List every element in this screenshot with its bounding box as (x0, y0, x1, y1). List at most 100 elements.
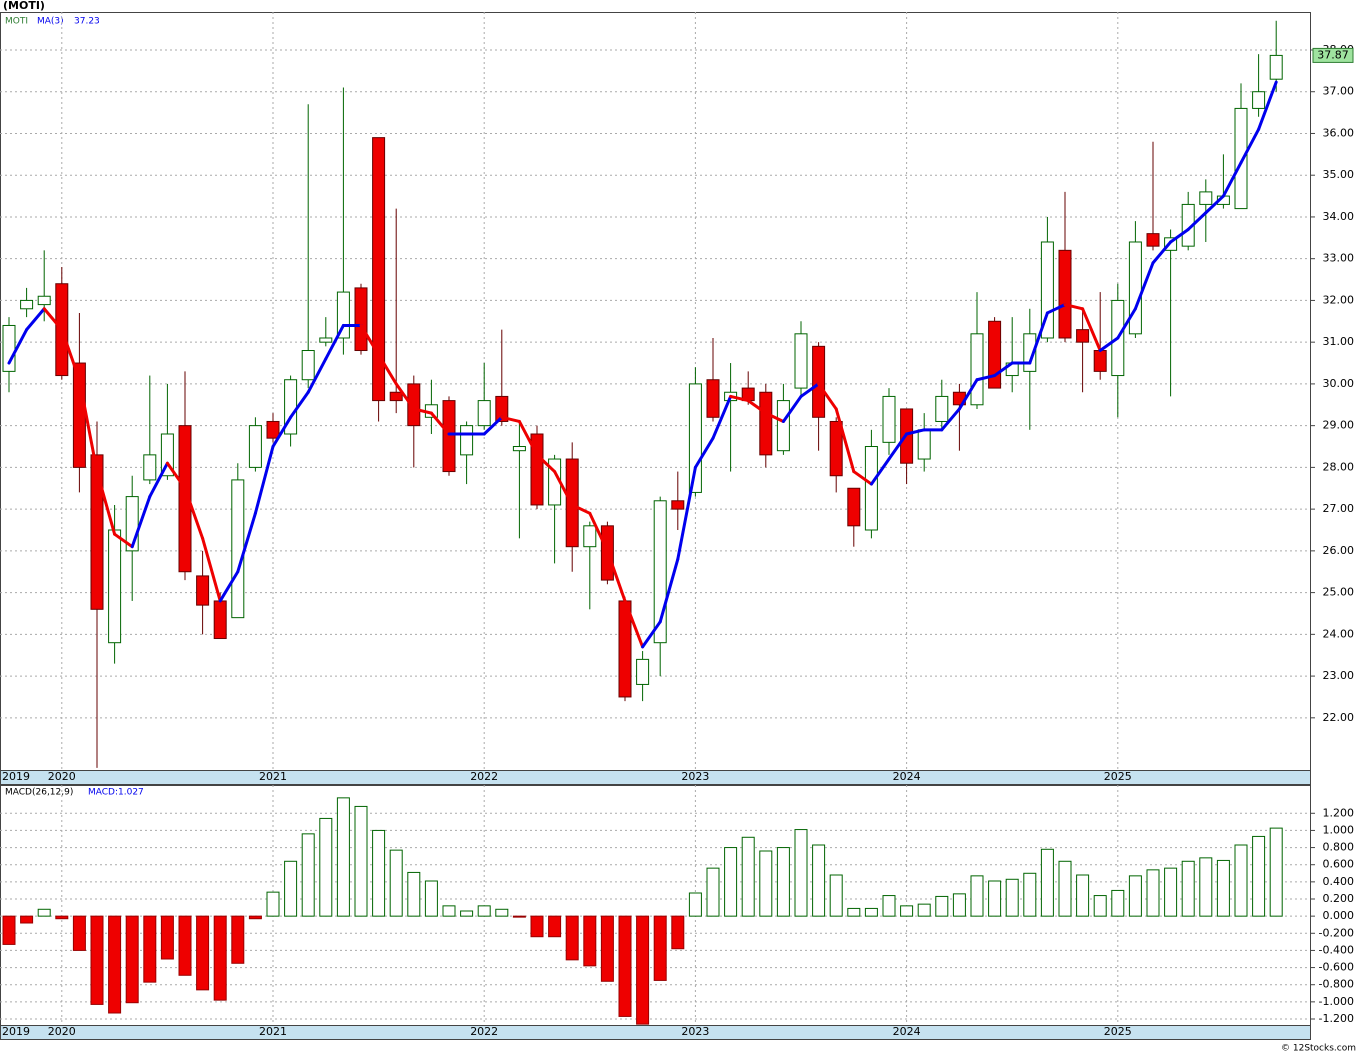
candle-down (495, 395, 509, 422)
ma-segment (183, 486, 205, 540)
y-tick-label: 24.00 (1323, 627, 1355, 640)
macd-bar-down (196, 915, 210, 991)
macd-bar-down (600, 915, 614, 982)
candle-up (37, 295, 51, 306)
macd-bar-up (1234, 844, 1248, 917)
last-price-label: 37.87 (1317, 48, 1349, 61)
macd-bar-up (389, 849, 403, 917)
macd-bar-up (1128, 875, 1142, 917)
ma-segment (781, 394, 803, 423)
x-tick-label: 2023 (681, 770, 709, 783)
y-tick-label: 27.00 (1323, 502, 1355, 515)
candle-down (759, 391, 773, 456)
chart-title: (MOTI) (3, 0, 45, 12)
candle-up (248, 425, 262, 468)
macd-bar-up (688, 892, 702, 917)
ma-segment (641, 620, 662, 649)
x-tick-label: 2024 (893, 1025, 921, 1038)
ma-segment (517, 419, 539, 457)
y-tick-label: -0.400 (1319, 943, 1354, 956)
macd-bar-up (864, 907, 878, 917)
macd-bar-down (72, 915, 86, 951)
y-tick-label: 29.00 (1323, 419, 1355, 432)
macd-bar-up (706, 867, 720, 917)
candle-up (882, 395, 896, 443)
ma-segment (869, 457, 891, 486)
ma-segment (77, 378, 99, 474)
macd-bar-up (407, 871, 421, 917)
macd-bar-up (1023, 872, 1037, 917)
candle-up (20, 299, 34, 310)
y-tick-label: -1.000 (1319, 995, 1354, 1008)
candle-up (688, 383, 702, 493)
ma-segment (1169, 227, 1190, 244)
y-tick-label: 0.800 (1323, 841, 1355, 854)
candle-up (301, 350, 315, 381)
macd-bar-up (1040, 848, 1054, 917)
candle-up (477, 400, 491, 427)
legend-symbol: MOTI (5, 17, 28, 27)
x-tick-label: 2020 (48, 770, 76, 783)
y-tick-label: 34.00 (1323, 210, 1355, 223)
candle-down (90, 454, 104, 610)
macd-bar-up (336, 797, 350, 917)
macd-bar-down (178, 915, 192, 976)
ma-segment (1151, 240, 1173, 265)
ma-segment (25, 307, 46, 332)
y-tick-label: -0.800 (1319, 978, 1354, 991)
candle-up (970, 333, 984, 406)
y-tick-label: 30.00 (1323, 377, 1355, 390)
macd-bar-down (108, 915, 122, 1014)
x-tick-label: 2022 (470, 1025, 498, 1038)
candle-down (1146, 233, 1160, 247)
x-tick-label: 2019 (2, 770, 30, 783)
macd-bar-up (1076, 874, 1090, 917)
y-tick-label: 0.200 (1323, 892, 1355, 905)
macd-bar-up (354, 805, 368, 917)
candle-up (583, 525, 597, 548)
macd-bar-up (1199, 857, 1213, 917)
macd-bar-up (1252, 835, 1266, 917)
x-tick-label: 2022 (470, 770, 498, 783)
ma-segment (658, 557, 680, 624)
ma-segment (271, 415, 293, 449)
macd-bar-up (37, 908, 51, 917)
candle-down (847, 487, 861, 527)
candle-up (776, 400, 790, 452)
ma-segment (60, 328, 81, 382)
x-tick-label: 2024 (893, 770, 921, 783)
macd-bar-down (530, 915, 544, 938)
y-tick-label: 23.00 (1323, 669, 1355, 682)
macd-bar-down (55, 915, 69, 920)
ma-segment (729, 394, 750, 403)
candle-up (864, 446, 878, 531)
ma-segment (1116, 307, 1137, 340)
x-axis-strip (0, 770, 1311, 785)
x-axis-strip (0, 1025, 1311, 1040)
macd-bar-up (829, 874, 843, 917)
candle-down (372, 137, 386, 402)
y-tick-label: 37.00 (1323, 85, 1355, 98)
y-tick-label: 0.000 (1323, 909, 1355, 922)
candle-down (812, 345, 826, 418)
candle-up (1269, 54, 1283, 80)
ma-segment (113, 532, 134, 549)
macd-bar-up (759, 850, 773, 917)
x-tick-label: 2021 (259, 1025, 287, 1038)
ma-segment (236, 511, 257, 574)
x-tick-label: 2021 (259, 770, 287, 783)
ma-segment (605, 549, 627, 603)
macd-bar-down (143, 915, 157, 983)
ma-segment (1186, 211, 1208, 231)
y-tick-label: 1.000 (1323, 823, 1355, 836)
macd-bar-up (301, 833, 315, 917)
candle-down (1076, 329, 1090, 343)
ma-segment (253, 445, 275, 515)
ma-segment (940, 407, 961, 432)
candle-down (1058, 249, 1072, 339)
candle-down (266, 420, 280, 439)
ma-segment (1204, 194, 1225, 215)
ma-segment (711, 394, 733, 440)
macd-bar-down (231, 915, 245, 964)
macd-bar-up (1216, 859, 1230, 917)
